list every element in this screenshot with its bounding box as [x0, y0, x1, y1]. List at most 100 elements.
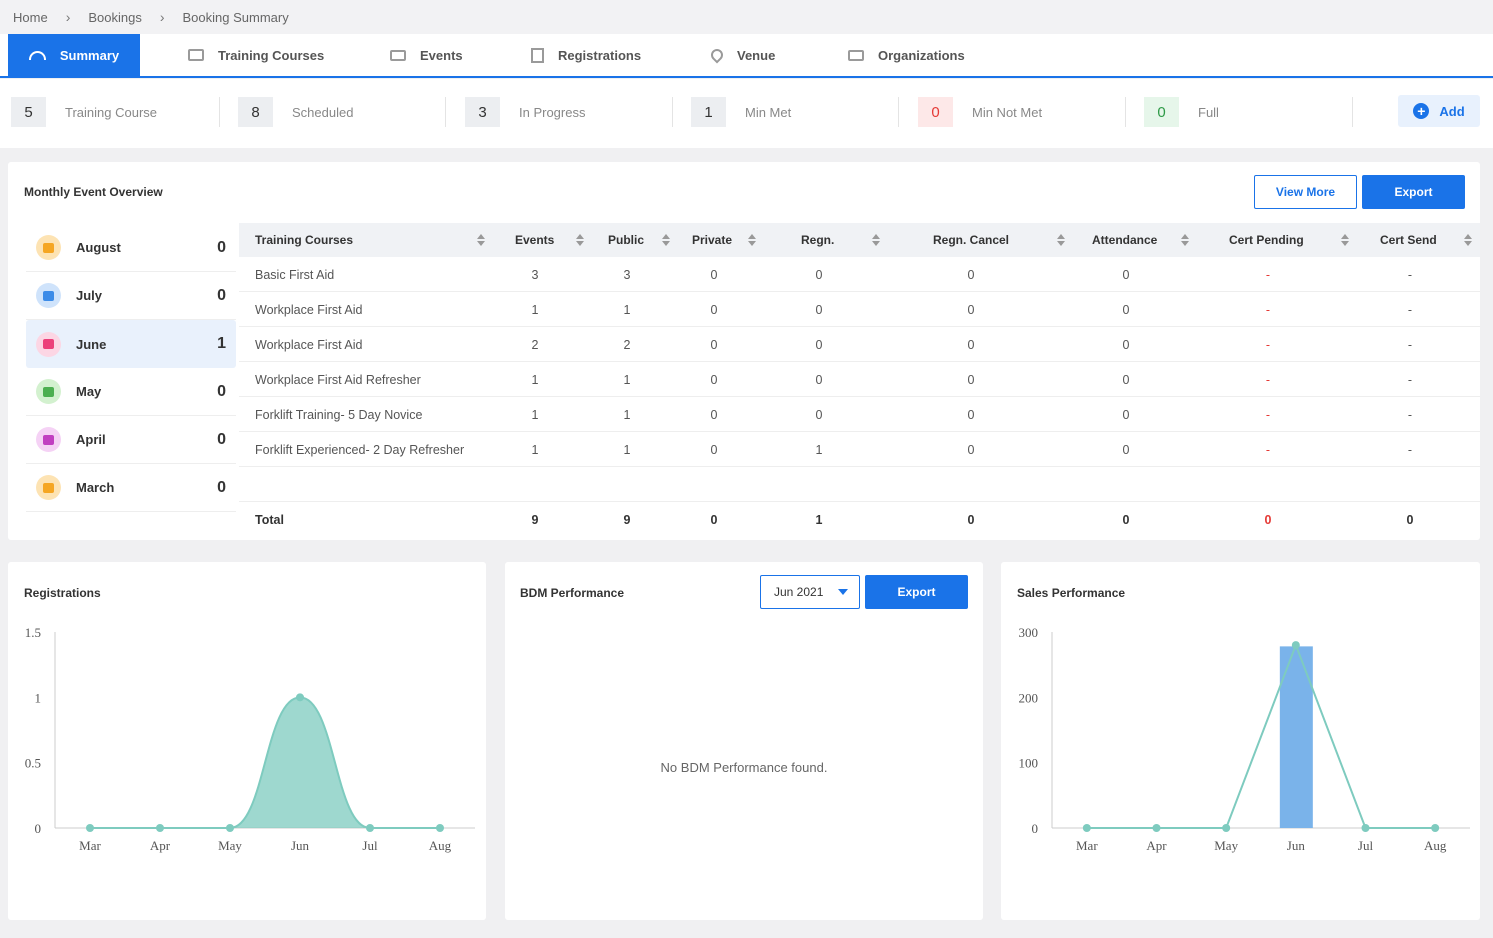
- month-name: July: [76, 288, 103, 303]
- sort-icon[interactable]: [662, 234, 670, 247]
- tab-summary[interactable]: Summary: [8, 34, 140, 76]
- x-tick-label: Mar: [79, 838, 101, 853]
- table-cell: 0: [967, 407, 975, 422]
- tab-label: Events: [420, 47, 463, 63]
- table-cell: -: [1265, 372, 1271, 387]
- tab-training-courses[interactable]: Training Courses: [188, 34, 324, 76]
- export-button[interactable]: Export: [1362, 175, 1465, 209]
- table-cell: 0: [1122, 442, 1130, 457]
- month-item-may[interactable]: May 0: [26, 368, 236, 416]
- table-cell: -: [1265, 267, 1271, 282]
- month-count: 0: [217, 478, 226, 496]
- month-count: 0: [217, 382, 226, 400]
- registrations-area: [90, 697, 440, 828]
- data-point: [366, 824, 374, 832]
- table-cell: 0: [967, 372, 975, 387]
- column-header[interactable]: Cert Send: [1380, 233, 1437, 247]
- table-cell: 0: [967, 302, 975, 317]
- data-point: [1082, 824, 1091, 832]
- divider: [1125, 97, 1126, 127]
- table-cell: 0: [1264, 512, 1272, 527]
- events-table: Training Courses Events Public Private Regn.…: [239, 223, 1480, 537]
- table-total-row: Total 9 9 0 1 0 0 0 0: [239, 502, 1480, 537]
- tab-venue[interactable]: Venue: [708, 34, 775, 76]
- sort-icon[interactable]: [1464, 234, 1472, 247]
- table-cell: -: [1407, 442, 1413, 457]
- panel-title: BDM Performance: [520, 586, 625, 600]
- divider: [445, 97, 446, 127]
- y-tick-label: 300: [1019, 625, 1039, 640]
- bdm-export-button[interactable]: Export: [865, 575, 968, 609]
- column-header[interactable]: Private: [692, 233, 733, 247]
- x-tick-label: Apr: [150, 838, 171, 853]
- column-header[interactable]: Public: [608, 233, 645, 247]
- tab-organizations[interactable]: Organizations: [848, 34, 965, 76]
- empty-state-message: No BDM Performance found.: [660, 760, 828, 775]
- x-tick-label: Aug: [429, 838, 452, 853]
- table-cell: 2: [531, 337, 539, 352]
- tab-events[interactable]: Events: [390, 34, 463, 76]
- calendar-icon: [36, 331, 61, 357]
- sort-icon[interactable]: [748, 234, 756, 247]
- gauge-icon: [28, 50, 46, 60]
- sales-chart: 0 100 200 300 Mar Apr May Jun Jul Aug: [1019, 625, 1470, 853]
- table-cell: 0: [967, 442, 975, 457]
- x-tick-label: Jul: [1358, 838, 1374, 853]
- calendar-icon: [36, 475, 61, 500]
- table-row: Workplace First Aid 1 1 0 0 0 0 - -: [239, 292, 1480, 327]
- column-header[interactable]: Regn. Cancel: [933, 233, 1010, 247]
- month-name: June: [76, 336, 107, 352]
- column-header[interactable]: Cert Pending: [1229, 233, 1304, 247]
- divider: [898, 97, 899, 127]
- sort-icon[interactable]: [872, 234, 880, 247]
- sort-icon[interactable]: [576, 234, 584, 247]
- table-cell: 0: [815, 267, 823, 282]
- month-item-april[interactable]: April 0: [26, 416, 236, 464]
- monthly-event-overview-panel: Monthly Event Overview View More Export …: [8, 162, 1480, 540]
- table-cell: 1: [815, 512, 823, 527]
- tab-registrations[interactable]: Registrations: [531, 34, 641, 76]
- sort-icon[interactable]: [1341, 234, 1349, 247]
- table-cell: -: [1407, 267, 1413, 282]
- column-header[interactable]: Events: [515, 233, 555, 247]
- month-item-august[interactable]: August 0: [26, 224, 236, 272]
- month-count: 0: [217, 286, 226, 304]
- x-tick-label: Jul: [362, 838, 378, 853]
- view-more-button[interactable]: View More: [1254, 175, 1357, 209]
- table-row: Forklift Training- 5 Day Novice 1 1 0 0 0 0 - -: [239, 397, 1480, 432]
- sort-icon[interactable]: [1181, 234, 1189, 247]
- stat-full: 0 Full: [1144, 97, 1219, 127]
- month-select[interactable]: Jun 2021: [760, 575, 860, 609]
- calendar-icon: [36, 379, 61, 404]
- add-button[interactable]: + Add: [1398, 95, 1480, 127]
- panel-title: Monthly Event Overview: [24, 185, 163, 199]
- stat-label: Min Met: [745, 104, 792, 120]
- table-cell: 0: [710, 267, 718, 282]
- breadcrumb-current: Booking Summary: [182, 9, 289, 25]
- table-cell: 0: [1406, 512, 1414, 527]
- x-tick-label: Aug: [1424, 838, 1447, 853]
- sort-icon[interactable]: [1057, 234, 1065, 247]
- y-tick-label: 1.5: [25, 625, 41, 640]
- column-header[interactable]: Regn.: [801, 233, 835, 247]
- stat-value: 0: [918, 97, 953, 127]
- monitor-icon: [390, 49, 406, 61]
- month-item-june[interactable]: June 1: [26, 320, 236, 368]
- data-point: [1431, 824, 1440, 832]
- stat-training-course: 5 Training Course: [11, 97, 157, 127]
- month-item-july[interactable]: July 0: [26, 272, 236, 320]
- table-cell: 9: [623, 512, 631, 527]
- column-header[interactable]: Attendance: [1092, 233, 1158, 247]
- month-item-march[interactable]: March 0: [26, 464, 236, 512]
- table-cell: Forklift Training- 5 Day Novice: [255, 407, 423, 422]
- table-header: Training Courses Events Public Private Regn.…: [239, 223, 1480, 257]
- table-cell: 0: [710, 512, 718, 527]
- table-cell: 0: [1122, 267, 1130, 282]
- breadcrumb-home[interactable]: Home: [13, 9, 48, 25]
- breadcrumb-bookings[interactable]: Bookings: [88, 9, 142, 25]
- column-header[interactable]: Training Courses: [255, 233, 354, 247]
- sort-icon[interactable]: [477, 234, 485, 247]
- table-cell: 0: [815, 372, 823, 387]
- tab-label: Registrations: [558, 47, 642, 63]
- divider: [672, 97, 673, 127]
